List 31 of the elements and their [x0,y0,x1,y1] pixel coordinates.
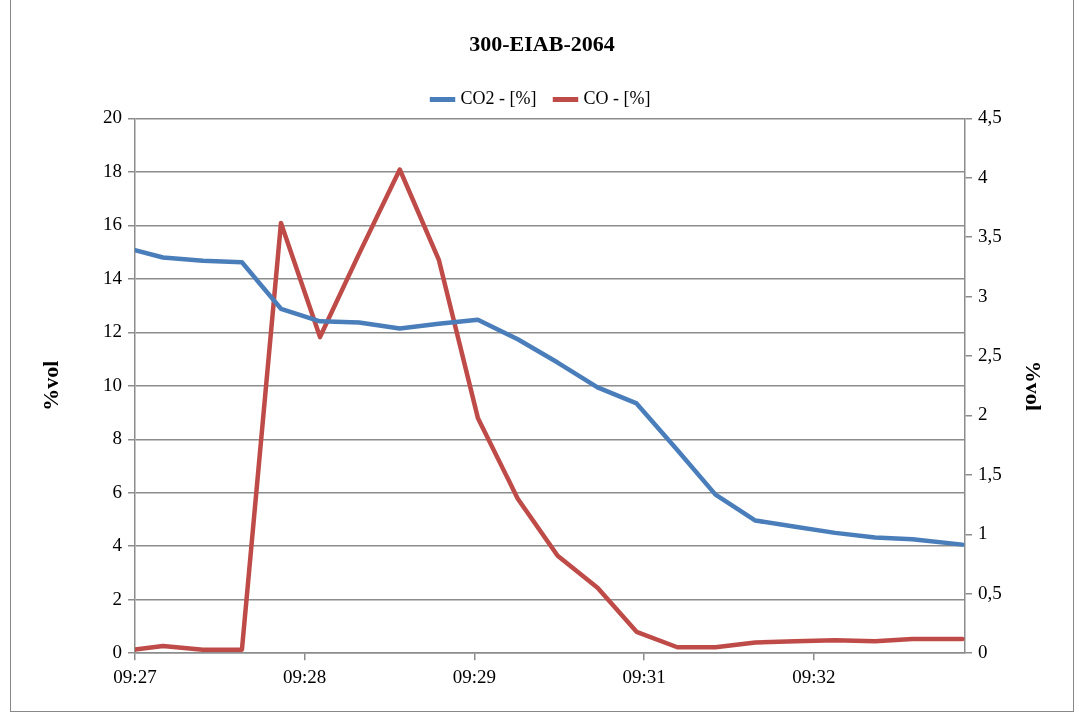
y-tick-label: 4 [112,534,123,556]
x-tick-label: 09:31 [622,665,666,687]
x-tick-label: 09:29 [452,665,497,687]
y-tick-label: 0 [112,641,122,663]
y2-tick-label: 1,5 [978,462,1002,484]
y2-tick-label: 2,5 [978,344,1002,366]
y-tick-label: 18 [103,159,122,181]
y2-tick-label: 0 [978,641,988,663]
legend-label: CO2 - [%] [460,88,537,109]
y-axis-title: %vol [37,360,63,411]
x-tick-label: 09:32 [792,665,836,687]
y2-tick-label: 4,5 [978,106,1002,128]
y2-tick-label: 3,5 [978,225,1002,247]
chart-title: 300-EIAB-2064 [469,30,615,56]
y-tick-label: 8 [112,427,122,449]
x-tick-label: 09:28 [283,665,327,687]
y2-axis-title: %vol [1021,360,1047,411]
legend-label: CO - [%] [583,88,651,109]
y-tick-label: 10 [103,373,122,395]
y2-tick-label: 0,5 [978,581,1002,603]
y-tick-label: 20 [103,106,122,128]
y2-tick-label: 4 [978,165,988,187]
y-tick-label: 12 [103,320,122,342]
y2-tick-label: 3 [978,284,988,306]
y-tick-label: 2 [112,587,122,609]
y2-tick-label: 1 [978,522,988,544]
x-tick-label: 09:27 [113,665,157,687]
y-tick-label: 16 [103,213,122,235]
y-tick-label: 6 [112,480,122,502]
y-tick-label: 14 [103,266,123,288]
y2-tick-label: 2 [978,403,988,425]
